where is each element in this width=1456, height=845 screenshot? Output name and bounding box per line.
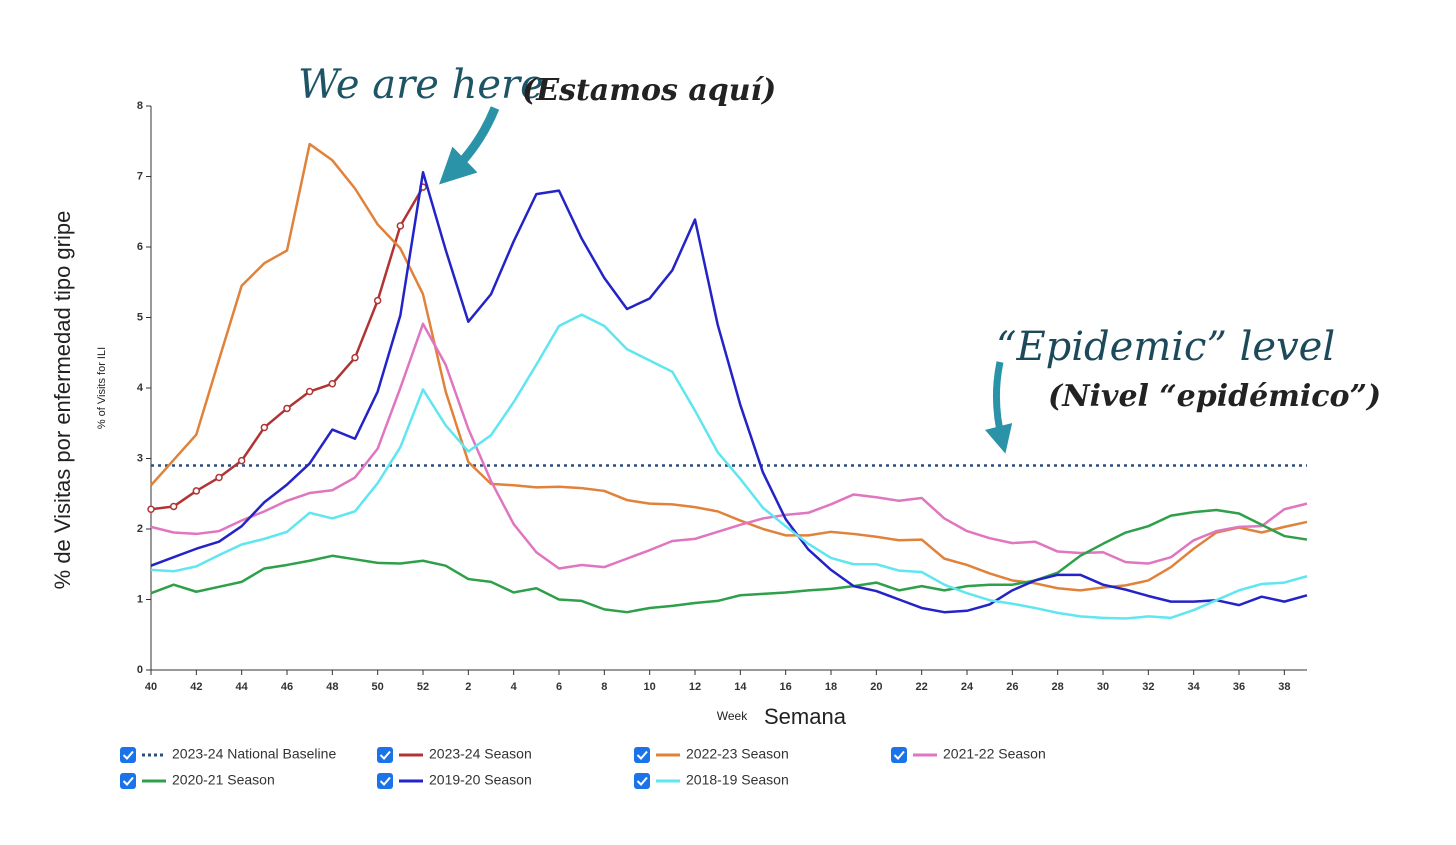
x-tick-label: 4 bbox=[511, 681, 518, 693]
legend-label: 2023-24 National Baseline bbox=[172, 746, 336, 762]
checkmark bbox=[379, 750, 391, 760]
checkbox[interactable] bbox=[120, 747, 136, 763]
x-tick-label: 8 bbox=[601, 681, 607, 693]
x-tick-label: 48 bbox=[326, 681, 338, 693]
x-tick-label: 18 bbox=[825, 681, 837, 693]
annotation: We are here bbox=[298, 62, 544, 108]
y-tick-label: 5 bbox=[137, 311, 143, 323]
y-tick-label: 0 bbox=[137, 664, 143, 676]
arrow bbox=[985, 361, 1013, 454]
y-tick-label: 2 bbox=[137, 523, 143, 535]
annotation: “Epidemic” level bbox=[996, 324, 1335, 370]
x-tick-label: 30 bbox=[1097, 681, 1109, 693]
y-tick-label: 8 bbox=[137, 100, 143, 112]
legend-label: 2020-21 Season bbox=[172, 772, 275, 788]
x-tick-label: 42 bbox=[190, 681, 202, 693]
x-tick-label: 28 bbox=[1052, 681, 1064, 693]
legend-label: 2022-23 Season bbox=[686, 746, 789, 762]
y-tick-label: 3 bbox=[137, 452, 143, 464]
x-tick-label: 36 bbox=[1233, 681, 1245, 693]
point bbox=[373, 296, 382, 305]
x-tick-label: 6 bbox=[556, 681, 562, 693]
x-tick-label: 34 bbox=[1188, 681, 1201, 693]
x-tick-label: 44 bbox=[236, 681, 249, 693]
arrow bbox=[439, 106, 500, 185]
point bbox=[215, 473, 223, 482]
x-tick-label: 26 bbox=[1006, 681, 1018, 693]
checkmark bbox=[893, 750, 905, 760]
x-tick-label: 22 bbox=[916, 681, 928, 693]
point bbox=[169, 502, 178, 511]
legend-item[interactable]: 2023-24 Season bbox=[377, 746, 532, 763]
y-axis-title: % of Visits for ILI bbox=[96, 347, 108, 429]
x-tick-label: 16 bbox=[780, 681, 792, 693]
checkmark bbox=[379, 776, 391, 786]
point bbox=[192, 487, 201, 495]
series-line bbox=[150, 186, 425, 511]
point bbox=[396, 222, 405, 230]
x-tick-label: 12 bbox=[689, 681, 701, 693]
series-line bbox=[150, 322, 1308, 570]
y-tick-label: 6 bbox=[137, 241, 143, 253]
x-tick-label: 50 bbox=[372, 681, 384, 693]
checkbox[interactable] bbox=[634, 773, 650, 789]
y-axis-title: % de Visitas por enfermedad tipo gripe bbox=[50, 211, 75, 590]
point bbox=[147, 505, 155, 514]
legend-item[interactable]: 2022-23 Season bbox=[634, 746, 789, 763]
legend-item[interactable]: 2019-20 Season bbox=[377, 772, 532, 789]
x-tick-label: 52 bbox=[417, 681, 429, 693]
legend-item[interactable]: 2023-24 National Baseline bbox=[120, 746, 336, 763]
legend-label: 2018-19 Season bbox=[686, 772, 789, 788]
legend-item[interactable]: 2021-22 Season bbox=[891, 746, 1046, 763]
checkbox[interactable] bbox=[377, 747, 393, 763]
x-tick-label: 14 bbox=[734, 681, 747, 693]
x-tick-label: 38 bbox=[1278, 681, 1290, 693]
point bbox=[351, 353, 359, 362]
legend-label: 2023-24 Season bbox=[429, 746, 532, 762]
checkbox[interactable] bbox=[377, 773, 393, 789]
legend-item[interactable]: 2018-19 Season bbox=[634, 772, 789, 789]
legend-label: 2019-20 Season bbox=[429, 772, 532, 788]
point bbox=[237, 456, 246, 465]
x-tick-label: 32 bbox=[1142, 681, 1154, 693]
x-tick-label: 2 bbox=[465, 681, 471, 693]
checkmark bbox=[122, 776, 134, 786]
point bbox=[260, 423, 269, 432]
checkbox[interactable] bbox=[120, 773, 136, 789]
x-axis-title: Week bbox=[717, 709, 748, 723]
y-tick-label: 1 bbox=[137, 593, 143, 605]
x-tick-label: 20 bbox=[870, 681, 882, 693]
checkbox[interactable] bbox=[891, 747, 907, 763]
legend-item[interactable]: 2020-21 Season bbox=[120, 772, 275, 789]
x-axis-title: Semana bbox=[764, 704, 847, 729]
x-tick-label: 24 bbox=[961, 681, 974, 693]
checkbox[interactable] bbox=[634, 747, 650, 763]
x-tick-label: 46 bbox=[281, 681, 293, 693]
y-tick-label: 7 bbox=[137, 170, 143, 182]
series-line bbox=[150, 508, 1308, 614]
series-line bbox=[150, 171, 1308, 614]
legend-label: 2021-22 Season bbox=[943, 746, 1046, 762]
annotation: (Estamos aquí) bbox=[522, 73, 776, 108]
point bbox=[283, 404, 291, 413]
checkmark bbox=[636, 750, 648, 760]
series-line bbox=[150, 313, 1308, 620]
point bbox=[305, 387, 314, 396]
x-tick-label: 10 bbox=[644, 681, 656, 693]
checkmark bbox=[636, 776, 648, 786]
x-tick-label: 40 bbox=[145, 681, 157, 693]
checkmark bbox=[122, 750, 134, 760]
annotation: (Nivel “epidémico”) bbox=[1048, 379, 1381, 414]
y-tick-label: 4 bbox=[137, 382, 144, 394]
point bbox=[328, 380, 337, 388]
